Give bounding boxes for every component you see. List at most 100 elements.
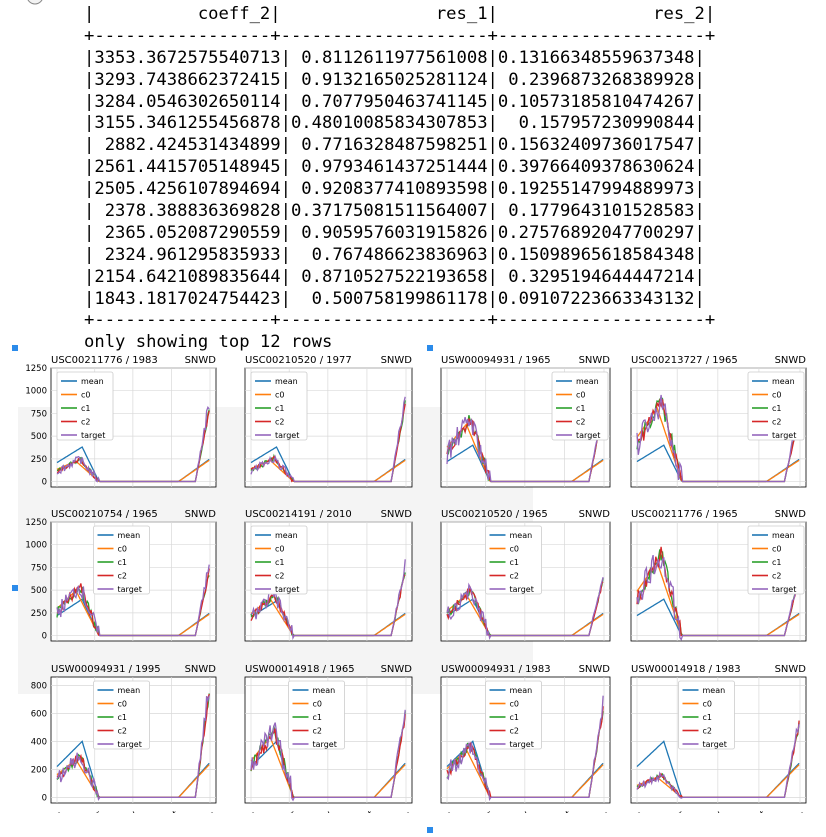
globe-icon bbox=[27, 0, 43, 5]
legend-label: target bbox=[275, 431, 299, 440]
x-tick-label: Jan bbox=[437, 810, 454, 813]
legend-label: target bbox=[703, 740, 727, 749]
x-tick-label: Jul bbox=[124, 810, 139, 813]
y-tick-label: 0 bbox=[42, 793, 47, 803]
legend-label: c2 bbox=[275, 418, 285, 427]
legend-label: c2 bbox=[510, 727, 520, 736]
series-target bbox=[56, 564, 210, 637]
legend-label: c2 bbox=[275, 572, 285, 581]
legend-label: c0 bbox=[576, 391, 586, 400]
console-line: | 2882.424531434899| 0.7716328487598251|… bbox=[84, 135, 705, 156]
plot-measurement: SNWD bbox=[579, 664, 611, 675]
plot-title: USW00094931 / 1965 bbox=[441, 355, 551, 366]
y-tick-label: 600 bbox=[31, 709, 47, 719]
plot-measurement: SNWD bbox=[185, 355, 217, 366]
legend-label: target bbox=[576, 431, 600, 440]
console-line: |2561.4415705148945| 0.9793461437251444|… bbox=[84, 157, 705, 178]
legend-label: c0 bbox=[118, 545, 128, 554]
x-tick-label: Apr bbox=[85, 809, 103, 813]
console-line: |2154.6421089835644| 0.8710527522193658|… bbox=[84, 266, 705, 287]
legend-box bbox=[93, 680, 150, 750]
legend: mean c0 c1 c2 target bbox=[485, 525, 542, 595]
legend-label: mean bbox=[576, 377, 599, 386]
legend-label: target bbox=[313, 740, 337, 749]
legend-box bbox=[747, 371, 805, 441]
legend: mean c0 c1 c2 target bbox=[56, 371, 114, 441]
legend: mean c0 c1 c2 target bbox=[93, 525, 150, 595]
y-tick-label: 250 bbox=[31, 455, 47, 465]
legend-label: c1 bbox=[510, 713, 520, 722]
chart-panel: USC00211776 / 1983 SNWD 1250 1000 750 500 250 0… bbox=[14, 352, 219, 509]
chart-panel: USC00210520 / 1977 SNWD mean c0 c1 c2 target bbox=[210, 352, 415, 509]
legend-label: c1 bbox=[576, 404, 586, 413]
legend-label: mean bbox=[313, 686, 336, 695]
y-tick-label: 1250 bbox=[25, 364, 47, 374]
y-tick-label: 0 bbox=[42, 478, 47, 488]
series-target bbox=[250, 559, 406, 641]
console-line: |3155.3461255456878|0.48010085834307853|… bbox=[84, 113, 705, 134]
chart-panel: USC00214191 / 2010 SNWD mean c0 c1 c2 target bbox=[210, 506, 415, 663]
legend-label: c1 bbox=[313, 713, 323, 722]
legend-box bbox=[485, 525, 542, 595]
y-tick-label: 500 bbox=[31, 432, 47, 442]
console-line: | 2378.388836369828|0.37175081511564007|… bbox=[84, 201, 705, 222]
cell-marker bbox=[427, 827, 433, 833]
legend-label: target bbox=[510, 585, 534, 594]
x-tick-label: Apr bbox=[476, 809, 494, 813]
y-tick-label: 400 bbox=[31, 737, 47, 747]
plot-title: USC00211776 / 1983 bbox=[51, 355, 158, 366]
legend-label: target bbox=[772, 431, 796, 440]
chart-panel: USC00210520 / 1965 SNWD mean c0 c1 c2 target bbox=[408, 506, 613, 663]
legend: mean c0 c1 c2 target bbox=[747, 371, 805, 441]
plot-title: USC00211776 / 1965 bbox=[631, 509, 738, 520]
legend-label: c1 bbox=[275, 404, 285, 413]
chart-panel: USW00014918 / 1983 SNWD Jan Apr Jul Oct Jan mea… bbox=[604, 661, 809, 825]
console-line: +-----------------+--------------------+… bbox=[84, 25, 716, 46]
chart-panel: USC00210754 / 1965 SNWD 1250 1000 750 500 250 0… bbox=[14, 506, 219, 663]
plot-title: USC00210520 / 1965 bbox=[441, 509, 548, 520]
legend: mean c0 c1 c2 target bbox=[551, 371, 609, 441]
plot-measurement: SNWD bbox=[579, 355, 611, 366]
legend-label: c0 bbox=[772, 391, 782, 400]
legend-label: c2 bbox=[118, 727, 128, 736]
legend-box bbox=[551, 371, 609, 441]
legend-label: c0 bbox=[118, 700, 128, 709]
plot-measurement: SNWD bbox=[775, 664, 807, 675]
legend-label: c1 bbox=[118, 713, 128, 722]
plot-title: USW00014918 / 1965 bbox=[245, 664, 355, 675]
legend-box bbox=[747, 525, 805, 595]
plot-measurement: SNWD bbox=[185, 509, 217, 520]
legend-label: target bbox=[275, 585, 299, 594]
plot-title: USC00210520 / 1977 bbox=[245, 355, 352, 366]
legend-label: c0 bbox=[275, 545, 285, 554]
legend-box bbox=[250, 371, 308, 441]
legend-label: target bbox=[510, 740, 534, 749]
legend-label: c2 bbox=[118, 572, 128, 581]
legend-box bbox=[56, 371, 114, 441]
plot-title: USW00014918 / 1983 bbox=[631, 664, 741, 675]
cell-marker bbox=[427, 345, 433, 351]
plot-measurement: SNWD bbox=[381, 664, 413, 675]
y-tick-label: 500 bbox=[31, 586, 47, 596]
legend-label: c0 bbox=[275, 391, 285, 400]
legend-label: c0 bbox=[313, 700, 323, 709]
legend-label: mean bbox=[118, 686, 141, 695]
legend-label: c2 bbox=[576, 418, 586, 427]
x-tick-label: Apr bbox=[279, 809, 297, 813]
legend-box bbox=[288, 680, 345, 750]
series-target bbox=[250, 709, 406, 802]
legend-label: c0 bbox=[510, 545, 520, 554]
console-line: | coeff_2| res_1| res_2| bbox=[84, 4, 716, 24]
plot-title: USW00094931 / 1983 bbox=[441, 664, 551, 675]
legend-box bbox=[485, 680, 542, 750]
legend: mean c0 c1 c2 target bbox=[250, 371, 308, 441]
console-line: |1843.1817024754423| 0.500758199861178|0… bbox=[84, 288, 705, 309]
legend-label: mean bbox=[510, 531, 533, 540]
plot-measurement: SNWD bbox=[775, 509, 807, 520]
legend-label: c1 bbox=[772, 558, 782, 567]
legend-label: mean bbox=[510, 686, 533, 695]
y-tick-label: 750 bbox=[31, 409, 47, 419]
legend-label: c0 bbox=[703, 700, 713, 709]
plot-measurement: SNWD bbox=[579, 509, 611, 520]
legend-box bbox=[678, 680, 735, 750]
